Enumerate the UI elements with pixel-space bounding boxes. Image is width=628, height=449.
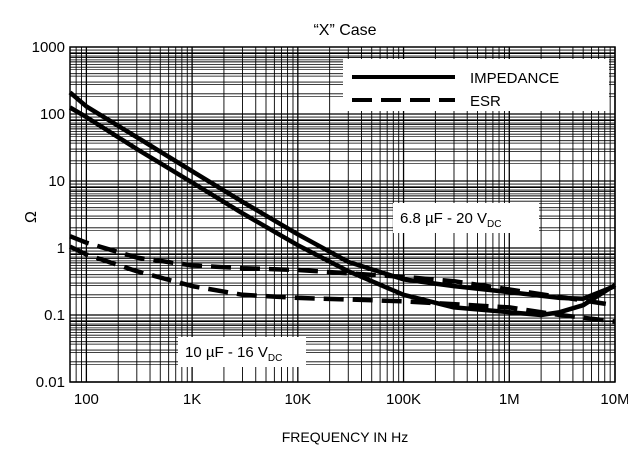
- legend-box: [343, 59, 609, 111]
- x-tick-label: 1M: [499, 391, 520, 408]
- x-tick-label: 100K: [386, 391, 421, 408]
- y-axis-label: Ω: [23, 211, 40, 223]
- annotations: 6.8 µF - 20 VDC 10 µF - 16 VDC: [178, 203, 539, 367]
- x-axis-label: FREQUENCY IN Hz: [282, 429, 409, 445]
- x-tick-label: 1K: [183, 391, 201, 408]
- annotation-label: 10 µF - 16 VDC: [185, 344, 282, 364]
- y-tick-label: 1000: [32, 39, 65, 56]
- y-tick-label: 0.01: [36, 374, 65, 391]
- x-tick-label: 10K: [284, 391, 311, 408]
- x-tick-label: 10M: [600, 391, 628, 408]
- annotation-box: [393, 203, 539, 233]
- esr-curve: [69, 244, 616, 324]
- y-tick-label: 1: [57, 240, 65, 257]
- y-tick-label: 10: [48, 173, 65, 190]
- plot-frame: [69, 46, 616, 383]
- legend-label: ESR: [470, 93, 501, 110]
- legend-label: IMPEDANCE: [470, 70, 559, 87]
- annotation-label: 6.8 µF - 20 VDC: [400, 210, 501, 230]
- chart-title: “X” Case: [313, 22, 376, 39]
- y-tick-label: 0.1: [44, 307, 65, 324]
- tick-labels: 100 1K 10K 100K 1M 10M 0.01 0.1 1 10 100 1000: [32, 39, 628, 408]
- series-layer: [68, 90, 617, 324]
- legend: IMPEDANCE ESR: [343, 59, 609, 111]
- y-tick-label: 100: [40, 106, 65, 123]
- x-tick-label: 100: [74, 391, 99, 408]
- annotation-box: [178, 337, 306, 367]
- esr-curve: [69, 234, 616, 308]
